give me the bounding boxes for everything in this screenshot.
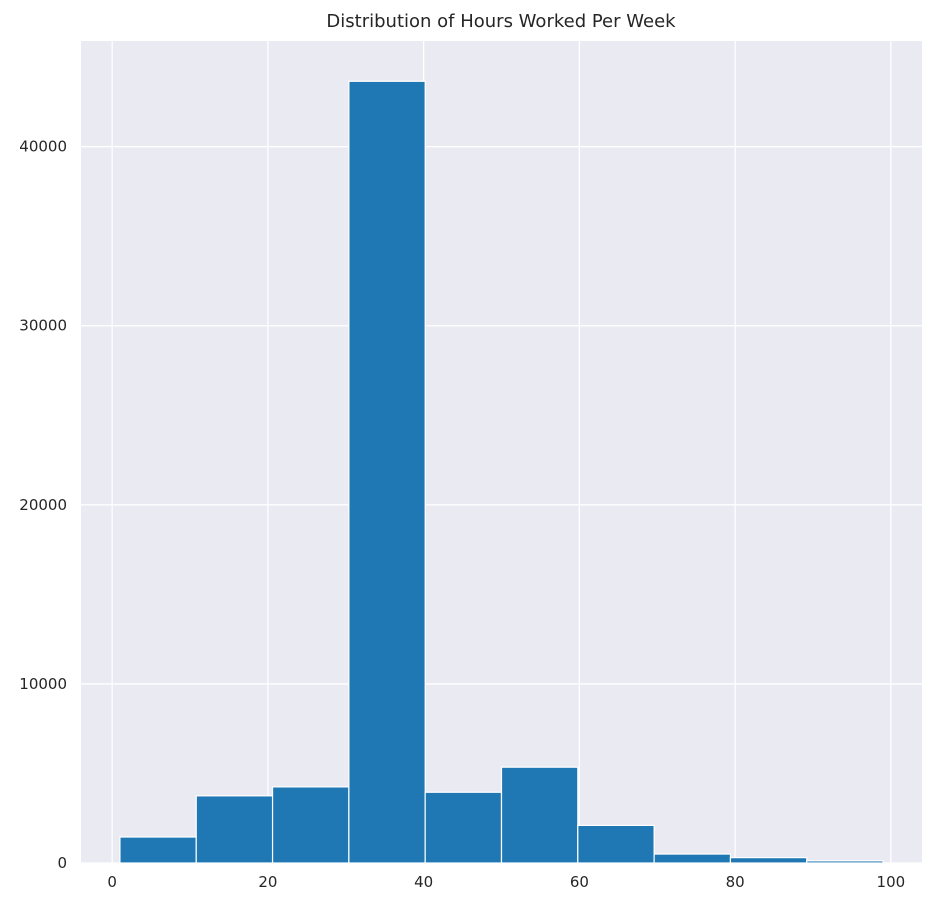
histogram-bar [195, 795, 274, 864]
plot-area [81, 41, 922, 863]
y-tick-label: 20000 [19, 496, 67, 514]
x-tick-label: 40 [414, 873, 433, 891]
y-tick-label: 0 [57, 854, 67, 872]
histogram-bar [271, 786, 350, 864]
histogram-bar [729, 857, 808, 864]
x-tick-label: 20 [258, 873, 277, 891]
x-tick-label: 100 [877, 873, 906, 891]
histogram-bar [806, 860, 884, 864]
x-tick-label: 80 [726, 873, 745, 891]
histogram-bar [500, 766, 579, 864]
x-tick-label: 0 [107, 873, 117, 891]
y-tick-label: 30000 [19, 317, 67, 335]
bars [119, 80, 884, 864]
x-tick-label: 60 [570, 873, 589, 891]
histogram-bar [653, 853, 732, 864]
chart-title: Distribution of Hours Worked Per Week [326, 11, 676, 32]
histogram-bar [424, 791, 503, 864]
y-tick-label: 40000 [19, 138, 67, 156]
y-tick-labels: 0 10000 20000 30000 40000 [19, 138, 67, 872]
histogram-bar [348, 80, 426, 864]
histogram-bar [577, 824, 655, 864]
y-tick-label: 10000 [19, 675, 67, 693]
histogram-bar [119, 836, 197, 864]
x-tick-labels: 0 20 40 60 80 100 [107, 873, 905, 891]
